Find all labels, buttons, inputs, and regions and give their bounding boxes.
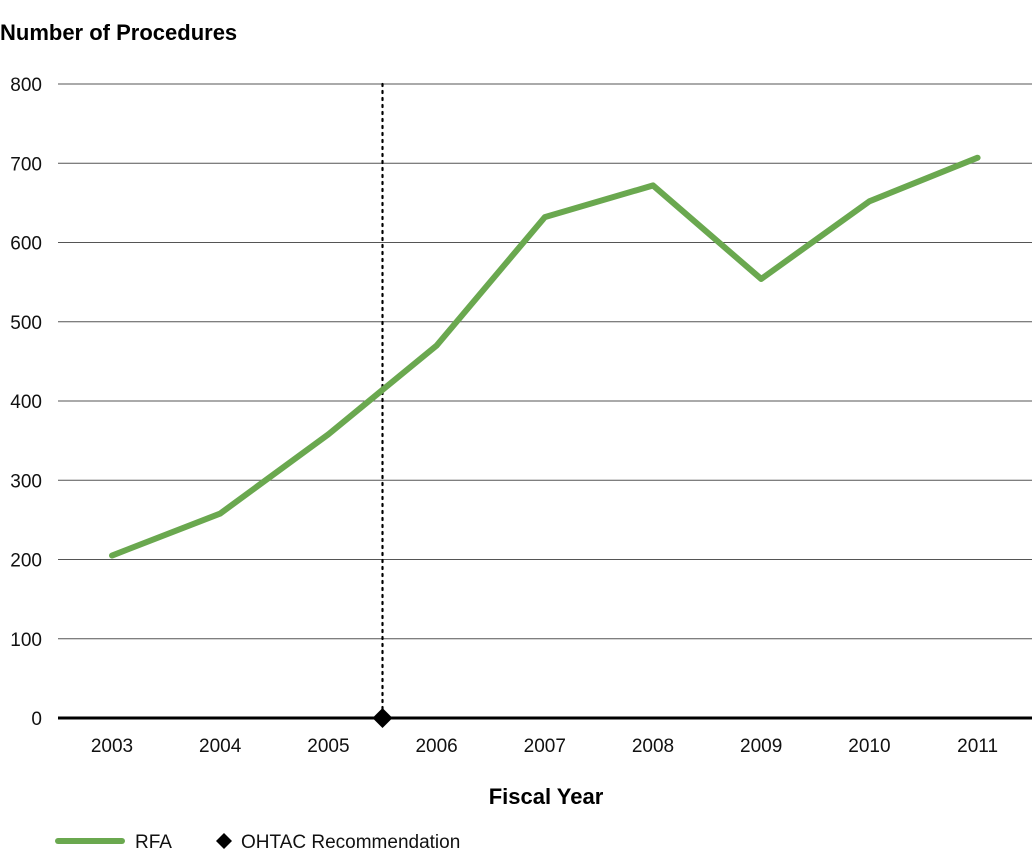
y-tick-label: 300 [10,471,42,492]
y-tick-label: 100 [10,630,42,651]
legend: RFA OHTAC Recommendation [55,832,460,853]
x-tick-label: 2003 [91,736,133,757]
x-axis-title: Fiscal Year [489,784,604,809]
legend-rfa-label: RFA [135,832,172,853]
y-tick-label: 700 [10,154,42,175]
y-axis-title: Number of Procedures [0,20,237,45]
gridlines [58,83,1032,640]
x-tick-label: 2006 [415,736,457,757]
series-lines [109,154,981,559]
x-tick-label: 2010 [848,736,890,757]
y-tick-label: 800 [10,75,42,96]
y-tick-label: 0 [31,709,42,730]
series-line-rfa [109,154,981,559]
x-tick-label: 2009 [740,736,782,757]
x-tick-label: 2005 [307,736,349,757]
y-tick-label: 200 [10,551,42,572]
y-tick-label: 500 [10,313,42,334]
legend-ohtac-label: OHTAC Recommendation [241,832,460,853]
y-tick-label: 400 [10,392,42,413]
y-tick-labels: 0 100 200 300 400 500 600 700 800 [10,75,42,730]
y-tick-label: 600 [10,234,42,255]
x-tick-label: 2011 [957,736,998,757]
x-tick-label: 2004 [199,736,242,757]
ohtac-marker [372,82,393,728]
x-tick-label: 2007 [524,736,566,757]
legend-diamond-icon [216,833,232,849]
x-tick-labels: 2003 2004 2005 2006 2007 2008 2009 2010 2011 [91,736,998,757]
x-tick-label: 2008 [632,736,674,757]
